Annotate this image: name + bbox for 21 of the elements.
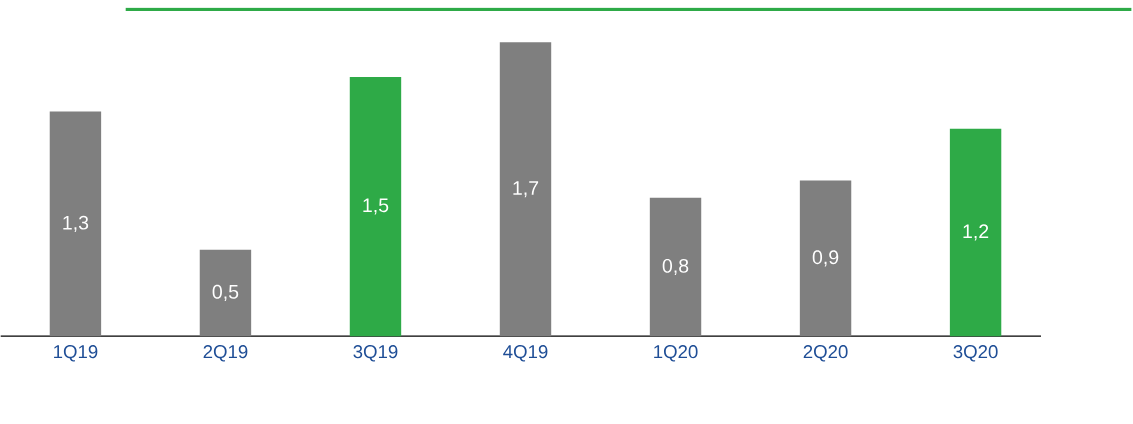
data-label: 1,3 — [63, 215, 89, 232]
bar — [499, 42, 552, 336]
bar — [49, 111, 102, 336]
x-tick-label: 2Q20 — [803, 344, 848, 362]
bar — [349, 76, 402, 336]
x-tick-label: 3Q20 — [953, 344, 998, 362]
bar — [949, 128, 1002, 336]
data-label: 0,8 — [662, 258, 689, 275]
x-tick-label: 4Q19 — [503, 344, 548, 362]
data-label: 0,9 — [812, 250, 839, 267]
x-tick-label: 1Q19 — [54, 344, 98, 362]
x-tick-label: 2Q19 — [203, 344, 248, 362]
bar — [649, 197, 702, 336]
data-label: 1,2 — [963, 224, 989, 241]
data-label: 0,5 — [212, 284, 239, 301]
x-tick-label: 1Q20 — [654, 344, 698, 362]
bar — [199, 249, 252, 336]
x-tick-label: 3Q19 — [353, 344, 398, 362]
data-label: 1,5 — [363, 198, 389, 215]
bar — [799, 180, 852, 336]
data-label: 1,7 — [513, 181, 539, 198]
